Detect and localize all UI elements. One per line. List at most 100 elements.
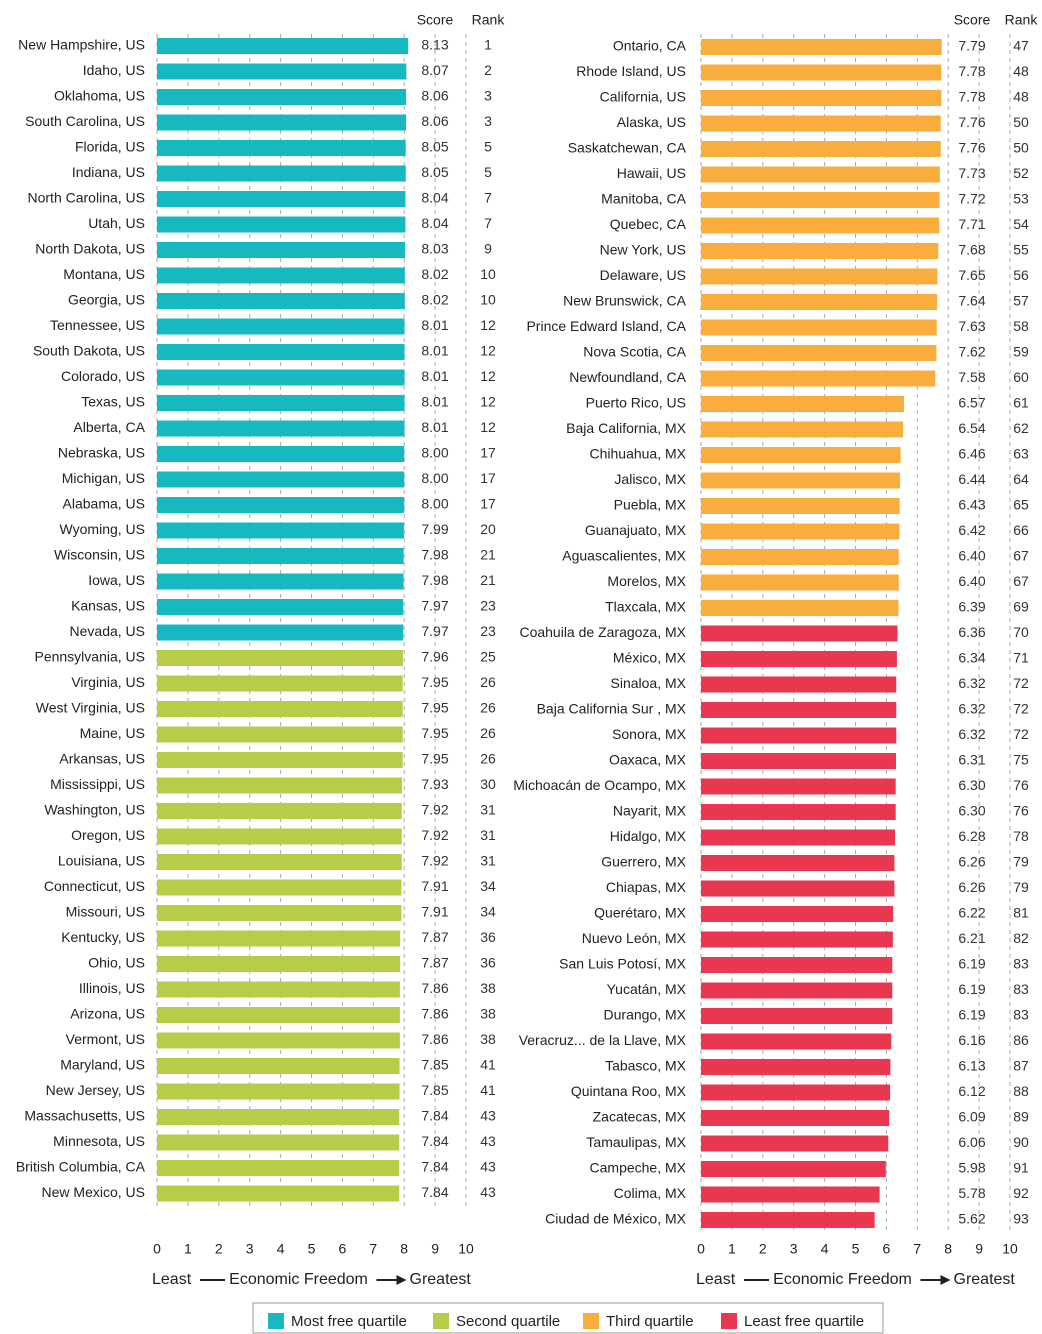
score-label: 6.30 bbox=[958, 777, 985, 793]
category-label: Arkansas, US bbox=[59, 751, 145, 767]
bar bbox=[701, 676, 897, 693]
rank-label: 76 bbox=[1013, 777, 1029, 793]
score-label: 7.63 bbox=[958, 318, 985, 334]
rank-label: 86 bbox=[1013, 1032, 1029, 1048]
score-label: 8.00 bbox=[421, 496, 448, 512]
rank-label: 3 bbox=[484, 88, 492, 104]
rank-label: 79 bbox=[1013, 854, 1029, 870]
category-label: Prince Edward Island, CA bbox=[526, 318, 686, 334]
bar bbox=[157, 726, 403, 743]
bar bbox=[157, 828, 402, 845]
score-label: 7.85 bbox=[421, 1082, 448, 1098]
score-label: 7.95 bbox=[421, 674, 448, 690]
score-label: 6.09 bbox=[958, 1109, 985, 1125]
bar bbox=[701, 574, 899, 591]
bar bbox=[157, 293, 405, 309]
rank-label: 31 bbox=[480, 802, 496, 818]
score-label: 8.02 bbox=[421, 292, 448, 308]
x-tick-label: 9 bbox=[431, 1241, 439, 1257]
rank-label: 23 bbox=[480, 598, 496, 614]
score-label: 7.79 bbox=[958, 38, 985, 54]
category-label: Campeche, MX bbox=[590, 1160, 687, 1176]
category-label: Newfoundland, CA bbox=[569, 369, 686, 385]
rank-label: 89 bbox=[1013, 1109, 1029, 1125]
score-label: 5.62 bbox=[958, 1211, 985, 1227]
bar bbox=[157, 1160, 400, 1176]
bar bbox=[157, 1185, 400, 1202]
bar bbox=[157, 599, 404, 615]
bar bbox=[157, 344, 405, 360]
rank-label: 23 bbox=[480, 623, 496, 639]
score-label: 7.95 bbox=[421, 725, 448, 741]
bar bbox=[701, 1161, 886, 1177]
bar bbox=[701, 1110, 890, 1126]
rank-label: 34 bbox=[480, 904, 496, 920]
category-label: Durango, MX bbox=[604, 1007, 687, 1023]
score-label: 6.12 bbox=[958, 1083, 985, 1099]
rank-label: 92 bbox=[1013, 1185, 1029, 1201]
rank-label: 38 bbox=[480, 1031, 496, 1047]
category-label: Arizona, US bbox=[70, 1006, 145, 1022]
bar bbox=[157, 701, 403, 717]
rank-label: 91 bbox=[1013, 1160, 1029, 1176]
bar bbox=[157, 905, 402, 921]
category-label: Quintana Roo, MX bbox=[571, 1083, 687, 1099]
rank-label: 50 bbox=[1013, 114, 1029, 130]
score-label: 6.19 bbox=[958, 981, 985, 997]
bar bbox=[157, 114, 407, 131]
score-label: 8.04 bbox=[421, 190, 448, 206]
category-label: Wisconsin, US bbox=[54, 547, 145, 563]
rank-label: 36 bbox=[480, 955, 496, 971]
rank-label: 83 bbox=[1013, 956, 1029, 972]
score-label: 6.31 bbox=[958, 752, 985, 768]
rank-label: 41 bbox=[480, 1082, 496, 1098]
score-label: 8.00 bbox=[421, 445, 448, 461]
rank-label: 26 bbox=[480, 674, 496, 690]
category-label: Chiapas, MX bbox=[606, 879, 687, 895]
category-label: Tamaulipas, MX bbox=[586, 1134, 686, 1150]
rank-label: 78 bbox=[1013, 828, 1029, 844]
category-label: Nayarit, MX bbox=[613, 803, 687, 819]
bar bbox=[157, 777, 403, 794]
category-label: Florida, US bbox=[75, 139, 145, 155]
bar bbox=[701, 1212, 875, 1228]
bar bbox=[157, 624, 404, 641]
category-label: Saskatchewan, CA bbox=[568, 140, 687, 156]
bar bbox=[157, 1134, 400, 1151]
bar bbox=[157, 497, 405, 513]
category-label: New Mexico, US bbox=[42, 1184, 145, 1200]
rank-label: 12 bbox=[480, 368, 496, 384]
bar bbox=[701, 294, 938, 310]
score-label: 8.06 bbox=[421, 113, 448, 129]
rank-label: 10 bbox=[480, 266, 496, 282]
rank-label: 31 bbox=[480, 853, 496, 869]
score-label: 7.68 bbox=[958, 242, 985, 258]
bar bbox=[157, 803, 402, 819]
score-label: 7.84 bbox=[421, 1108, 448, 1124]
score-label: 6.32 bbox=[958, 675, 985, 691]
axis-label-right: Greatest bbox=[954, 1271, 1016, 1288]
category-label: Kansas, US bbox=[71, 598, 145, 614]
x-tick-label: 10 bbox=[458, 1241, 474, 1257]
score-label: 7.98 bbox=[421, 572, 448, 588]
x-tick-label: 0 bbox=[697, 1241, 705, 1257]
category-label: North Carolina, US bbox=[28, 190, 146, 206]
score-label: 7.73 bbox=[958, 165, 985, 181]
bar bbox=[701, 600, 899, 616]
category-label: Alabama, US bbox=[63, 496, 145, 512]
score-label: 8.13 bbox=[421, 37, 448, 53]
bar bbox=[701, 141, 941, 157]
score-label: 8.02 bbox=[421, 266, 448, 282]
bar bbox=[701, 702, 897, 718]
column-header: Score bbox=[954, 12, 991, 28]
score-label: 7.84 bbox=[421, 1159, 448, 1175]
rank-label: 38 bbox=[480, 980, 496, 996]
category-label: California, US bbox=[600, 89, 686, 105]
score-label: 7.86 bbox=[421, 1031, 448, 1047]
category-label: Indiana, US bbox=[72, 164, 145, 180]
bar bbox=[701, 39, 942, 55]
category-label: Montana, US bbox=[63, 266, 145, 282]
bar bbox=[157, 1032, 400, 1049]
rank-label: 50 bbox=[1013, 140, 1029, 156]
score-label: 6.21 bbox=[958, 930, 985, 946]
